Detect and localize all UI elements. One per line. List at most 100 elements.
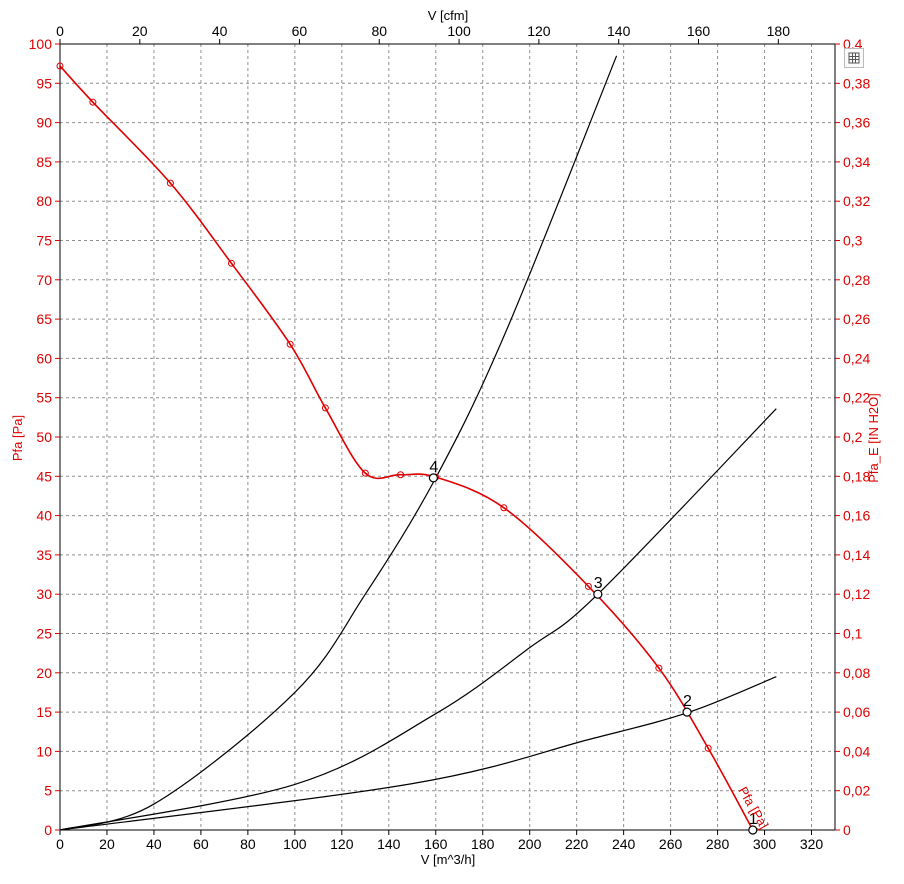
y-left-tick-label: 20 — [36, 665, 52, 681]
x-bottom-tick-label: 300 — [753, 836, 777, 852]
fan-curve-point — [286, 340, 294, 348]
y-right-tick-label: 0,22 — [843, 390, 870, 406]
y-right-axis-title: Pfa_E [IN H2O] — [866, 393, 881, 483]
fan-curve-point-dot — [230, 262, 233, 265]
y-left-tick-label: 25 — [36, 626, 52, 642]
y-left-tick-label: 5 — [44, 783, 52, 799]
y-right-tick-label: 0,34 — [843, 154, 870, 170]
y-right-tick-label: 0 — [843, 822, 851, 838]
fan-curve-point-dot — [502, 506, 505, 509]
fan-curve-point — [584, 582, 592, 590]
x-top-tick-label: 120 — [527, 23, 551, 39]
x-bottom-tick-label: 260 — [659, 836, 683, 852]
operating-point-4 — [428, 473, 439, 483]
y-right-tick-label: 0,14 — [843, 547, 870, 563]
y-right-ticks: 0 0,02 0,04 0,06 0,08 0,1 0,12 0,14 0,16 0,18 0,2 0… — [835, 36, 870, 838]
x-bottom-tick-label: 280 — [706, 836, 730, 852]
x-top-tick-label: 160 — [687, 23, 711, 39]
x-top-tick-label: 80 — [371, 23, 387, 39]
y-left-tick-label: 90 — [36, 115, 52, 131]
y-left-tick-label: 30 — [36, 586, 52, 602]
fan-curve-point-dot — [657, 667, 660, 669]
fan-curve-point-dot — [169, 182, 172, 185]
x-top-tick-label: 100 — [447, 23, 471, 39]
x-bottom-tick-label: 180 — [471, 836, 495, 852]
fan-curve-point — [166, 179, 174, 187]
system-curve-3 — [59, 55, 618, 831]
y-right-tick-label: 0,12 — [843, 586, 870, 602]
y-right-tick-label: 0,04 — [843, 743, 870, 759]
fan-curve-point-dot — [399, 473, 402, 476]
system-curves — [59, 55, 777, 831]
y-right-tick-label: 0,06 — [843, 704, 870, 720]
y-right-tick-label: 0,16 — [843, 508, 870, 524]
x-bottom-tick-label: 60 — [193, 836, 209, 852]
y-left-tick-label: 50 — [36, 429, 52, 445]
operating-point-2 — [682, 707, 692, 717]
x-bottom-ticks: 0 20 40 60 80 100 120 140 160 180 200 220 240 260 280 3… — [56, 830, 823, 852]
x-top-tick-label: 0 — [56, 23, 64, 39]
y-left-tick-label: 65 — [36, 311, 52, 327]
y-left-tick-label: 10 — [36, 743, 52, 759]
fan-curve-point — [56, 62, 64, 70]
operating-point-3 — [593, 589, 603, 599]
fan-curve-line — [59, 65, 754, 831]
fan-curve — [56, 62, 754, 831]
operating-points: 1 2 3 4 — [428, 459, 758, 835]
y-left-tick-label: 60 — [36, 350, 52, 366]
x-top-tick-label: 180 — [767, 23, 791, 39]
x-top-tick-label: 60 — [292, 23, 308, 39]
x-top-tick-label: 20 — [132, 23, 148, 39]
x-bottom-tick-label: 160 — [424, 836, 448, 852]
y-left-ticks: 0 5 10 15 20 25 30 35 40 45 50 55 60 65 70 75 80 85 90 95 10… — [29, 36, 60, 838]
x-bottom-tick-label: 20 — [99, 836, 115, 852]
fan-curve-point — [500, 504, 508, 512]
fan-curve-point — [655, 664, 663, 672]
x-bottom-tick-label: 0 — [56, 836, 64, 852]
y-left-tick-label: 100 — [29, 36, 53, 52]
fan-curve-point-dot — [364, 472, 367, 475]
x-bottom-tick-label: 100 — [283, 836, 307, 852]
x-bottom-tick-label: 120 — [330, 836, 354, 852]
system-curve-2 — [59, 408, 777, 831]
y-right-tick-label: 0,08 — [843, 665, 870, 681]
x-bottom-axis-title: V [m^3/h] — [421, 852, 476, 867]
y-left-tick-label: 75 — [36, 233, 52, 249]
system-curve-1 — [59, 676, 777, 831]
table-icon-glyph — [848, 52, 860, 64]
y-right-tick-label: 0,24 — [843, 350, 870, 366]
y-right-tick-label: 0,3 — [843, 233, 863, 249]
fan-curve-point — [704, 744, 712, 752]
y-left-tick-label: 55 — [36, 390, 52, 406]
y-left-axis-title: Pfa [Pa] — [10, 415, 25, 461]
operating-point-label-4: 4 — [429, 459, 438, 476]
x-bottom-tick-label: 320 — [800, 836, 824, 852]
operating-point-1 — [748, 825, 758, 835]
y-right-tick-label: 0,28 — [843, 272, 870, 288]
fan-curve-point — [397, 471, 405, 479]
fan-curve-point-dot — [587, 585, 590, 588]
table-icon[interactable] — [844, 48, 864, 68]
x-top-ticks: 0 20 40 60 80 100 120 140 160 180 — [56, 23, 790, 44]
y-right-tick-label: 0,36 — [843, 115, 870, 131]
y-right-tick-label: 0,38 — [843, 75, 870, 91]
y-left-tick-label: 85 — [36, 154, 52, 170]
fan-curve-point-dot — [289, 343, 292, 346]
y-right-tick-label: 0,18 — [843, 468, 870, 484]
y-left-tick-label: 35 — [36, 547, 52, 563]
x-bottom-tick-label: 240 — [612, 836, 636, 852]
y-right-tick-label: 0,1 — [843, 626, 863, 642]
x-bottom-tick-label: 40 — [146, 836, 162, 852]
x-bottom-tick-label: 80 — [240, 836, 256, 852]
fan-curve-point-dot — [707, 747, 710, 750]
y-left-tick-label: 15 — [36, 704, 52, 720]
operating-point-label-3: 3 — [594, 575, 603, 592]
y-right-tick-label: 0,02 — [843, 783, 870, 799]
x-top-tick-label: 140 — [607, 23, 631, 39]
x-top-axis-title: V [cfm] — [428, 8, 468, 23]
fan-curve-point-dot — [324, 407, 327, 409]
x-bottom-tick-label: 140 — [377, 836, 401, 852]
y-right-tick-label: 0,32 — [843, 193, 870, 209]
fan-curve-point — [361, 469, 369, 477]
